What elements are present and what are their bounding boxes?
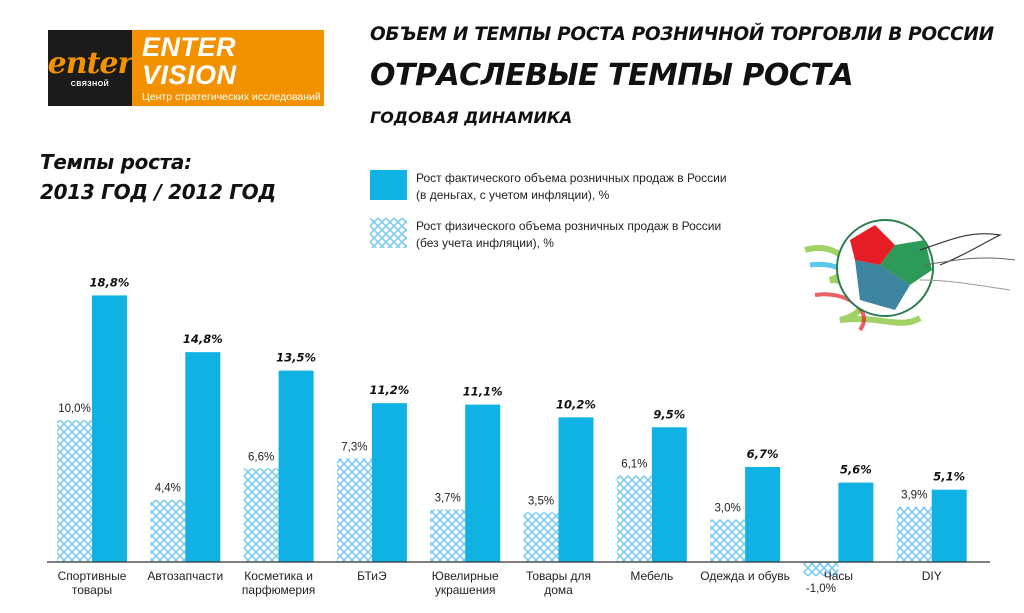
bar-actual (278, 370, 314, 562)
category-label: Товары для (526, 569, 591, 583)
category-label: украшения (435, 583, 496, 597)
legend-item-actual: Рост фактического объема розничных прода… (370, 170, 746, 204)
value-label-physical: 7,3% (341, 441, 367, 453)
bar-actual (931, 489, 967, 562)
value-label-actual: 9,5% (653, 407, 685, 421)
page-subtitle-small: ГОДОВАЯ ДИНАМИКА (370, 108, 573, 127)
legend-item-physical: Рост физического объема розничных продаж… (370, 218, 746, 252)
category-label: DIY (922, 569, 942, 583)
logo-subtitle: Центр стратегических исследований (142, 90, 321, 103)
legend-actual-line2: (в деньгах, с учетом инфляции), % (416, 188, 610, 202)
legend-swatch-solid (370, 170, 407, 200)
bar-physical (896, 506, 932, 562)
bar-actual (745, 466, 781, 562)
bar-actual (185, 352, 221, 562)
bar-physical (710, 519, 746, 562)
category-label: Часы (824, 569, 853, 583)
bar-actual (651, 427, 687, 562)
bar-physical (616, 475, 652, 562)
value-label-physical: 10,0% (58, 403, 91, 415)
enter-logo-mark: enter СВЯЗНОЙ (47, 30, 134, 106)
category-label: дома (544, 583, 573, 597)
soccer-ball-illustration (804, 219, 1016, 332)
legend-physical-line1: Рост физического объема розничных продаж… (416, 219, 722, 233)
value-label-physical: 4,4% (155, 483, 181, 495)
value-label-actual: 5,1% (933, 470, 965, 484)
enter-vision-banner: ENTER VISION Центр стратегических исслед… (132, 30, 324, 106)
value-label-physical: -1,0% (806, 583, 836, 595)
bar-actual (558, 417, 594, 562)
value-label-actual: 11,2% (369, 383, 409, 397)
bar-actual (92, 295, 127, 562)
bar-physical (523, 512, 559, 562)
metric-label: Темпы роста: (40, 150, 192, 174)
value-label-actual: 11,1% (463, 385, 503, 399)
logo: enter СВЯЗНОЙ ENTER VISION Центр стратег… (48, 30, 324, 106)
bar-physical (336, 458, 372, 562)
legend-physical-line2: (без учета инфляции), % (416, 236, 554, 250)
value-label-physical: 3,5% (528, 495, 554, 507)
category-label: Одежда и обувь (700, 569, 790, 583)
category-label: Мебель (630, 569, 673, 583)
logo-word: enter (47, 45, 134, 81)
bar-physical (243, 468, 279, 562)
logo-sub: СВЯЗНОЙ (70, 80, 110, 88)
value-label-actual: 5,6% (840, 463, 872, 477)
category-label: Косметика и (244, 569, 313, 583)
bar-actual (465, 404, 501, 562)
logo-title: ENTER VISION (142, 31, 237, 90)
legend-swatch-hatched (370, 218, 407, 248)
page-title: ОБЪЕМ И ТЕМПЫ РОСТА РОЗНИЧНОЙ ТОРГОВЛИ В… (370, 24, 994, 45)
value-label-physical: 3,9% (901, 490, 927, 502)
legend-actual-line1: Рост фактического объема розничных прода… (416, 171, 727, 185)
category-label: Ювелирные (432, 569, 499, 583)
value-label-physical: 3,7% (435, 493, 461, 505)
bar-actual (838, 482, 874, 562)
value-label-actual: 10,2% (556, 397, 596, 411)
bar-physical (57, 420, 92, 562)
bar-actual (371, 403, 407, 562)
category-label: парфюмерия (242, 583, 315, 597)
value-label-actual: 18,8% (90, 275, 130, 289)
value-label-physical: 6,1% (621, 459, 647, 471)
value-label-actual: 13,5% (276, 351, 316, 365)
bar-physical (150, 499, 186, 562)
page-subtitle: ОТРАСЛЕВЫЕ ТЕМПЫ РОСТА (370, 58, 854, 93)
value-label-actual: 6,7% (747, 447, 779, 461)
bar-physical (430, 509, 466, 562)
category-label: товары (72, 583, 112, 597)
category-label: Автозапчасти (147, 569, 223, 583)
category-label: БТиЭ (357, 569, 387, 583)
metric-period: 2013 ГОД / 2012 ГОД (40, 180, 276, 204)
value-label-actual: 14,8% (183, 332, 223, 346)
value-label-physical: 3,0% (714, 502, 740, 514)
category-label: Спортивные (58, 569, 127, 583)
bar-physical (803, 562, 839, 577)
value-label-physical: 6,6% (248, 451, 274, 463)
